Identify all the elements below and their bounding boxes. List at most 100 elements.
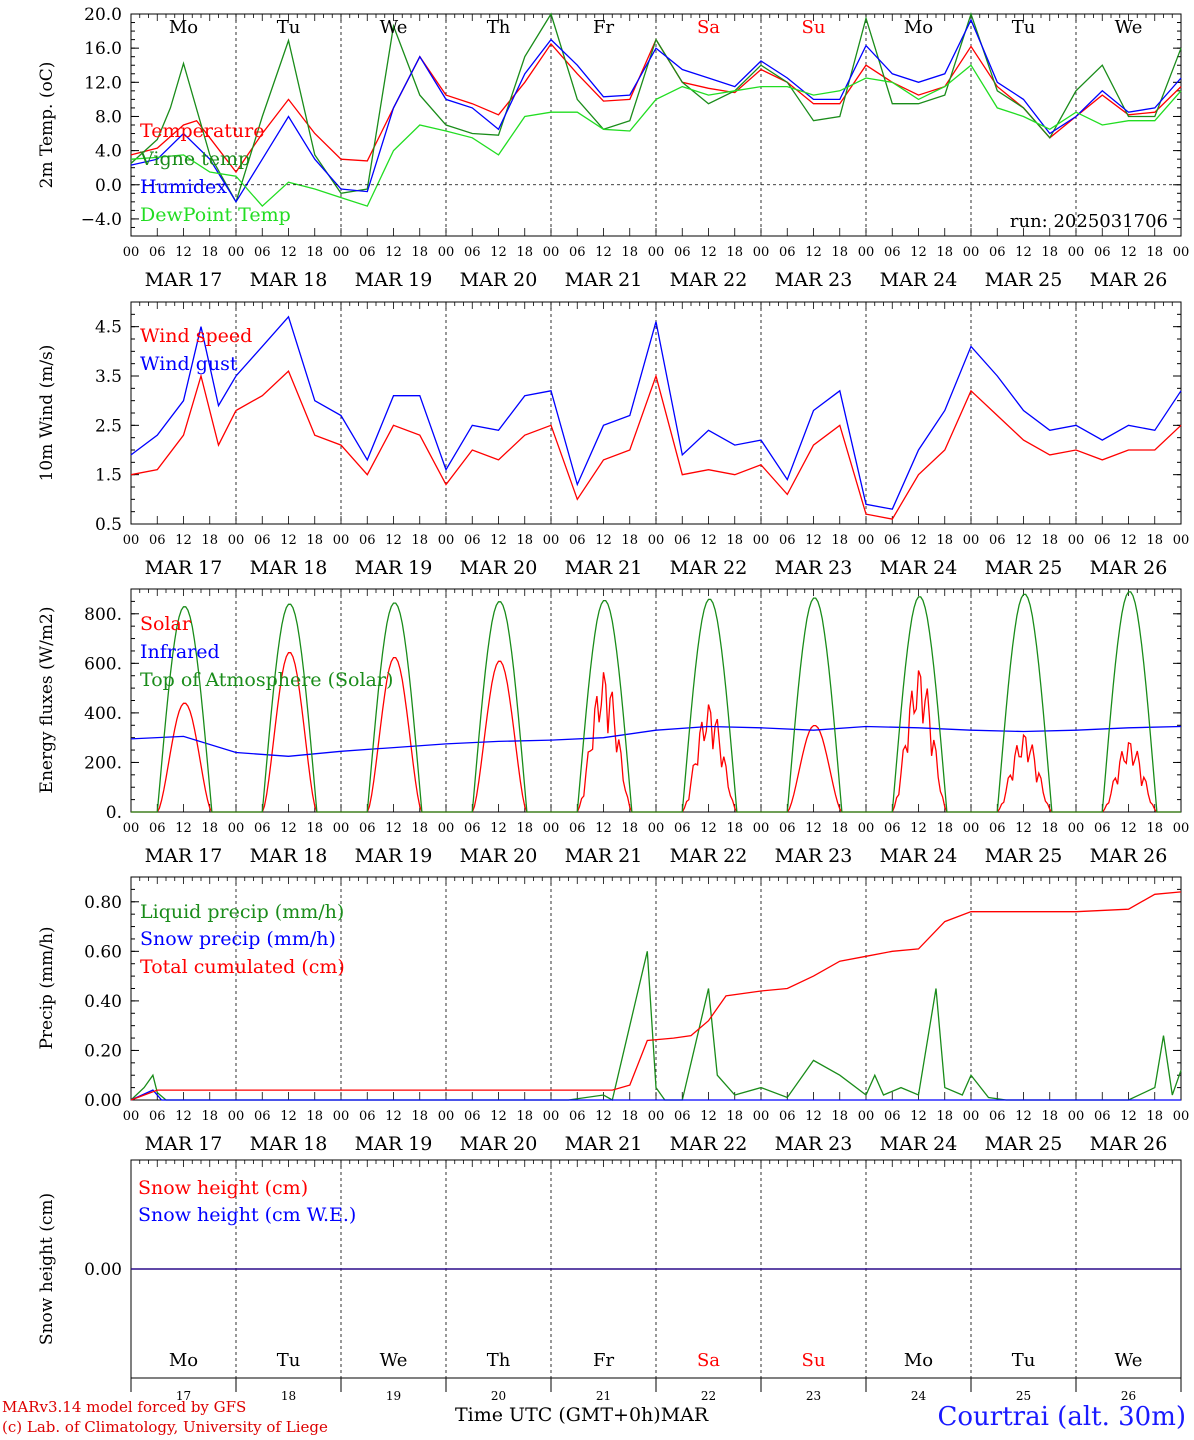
x-tick-label: 06 xyxy=(359,821,376,836)
plot-frame xyxy=(130,588,1182,813)
x-tick-label: 18 xyxy=(936,821,953,836)
panel-wind xyxy=(130,301,1182,525)
x-tick-label: 06 xyxy=(359,1109,376,1124)
x-tick-label: 12 xyxy=(1120,821,1137,836)
x-tick-label: 18 xyxy=(726,821,743,836)
x-tick-label: 18 xyxy=(306,245,323,260)
x-tick-label: 06 xyxy=(884,821,901,836)
y-tick-label: 400. xyxy=(84,704,122,724)
x-tick-label: 18 xyxy=(306,1109,323,1124)
x-tick-label: 18 xyxy=(201,245,218,260)
date-label: MAR 25 xyxy=(985,1133,1063,1155)
x-tick-label: 00 xyxy=(333,245,350,260)
day-abbr-bottom: We xyxy=(1115,1350,1143,1371)
y-tick-label: 2.5 xyxy=(95,416,122,436)
x-tick-label: 12 xyxy=(280,533,297,548)
x-tick-label: 06 xyxy=(149,533,166,548)
day-abbr-top: Tu xyxy=(1012,17,1036,38)
day-abbr-top: Tu xyxy=(277,17,301,38)
day-number: 17 xyxy=(176,1389,191,1403)
series-infrared xyxy=(130,725,1182,757)
date-label: MAR 19 xyxy=(355,1133,433,1155)
x-tick-label: 12 xyxy=(700,1109,717,1124)
x-tick-label: 00 xyxy=(858,1109,875,1124)
day-abbr-top: Th xyxy=(487,17,511,38)
x-tick-label: 00 xyxy=(543,533,560,548)
date-label: MAR 20 xyxy=(460,269,538,291)
y-tick-label: 0.00 xyxy=(84,1091,122,1111)
y-tick-label: 0.80 xyxy=(84,893,122,913)
x-tick-label: 06 xyxy=(884,245,901,260)
day-abbr-top: Su xyxy=(802,17,826,38)
legend-label: Infrared xyxy=(140,641,220,663)
legend-label: Vigne temp xyxy=(139,148,250,170)
legend-label: Wind speed xyxy=(140,325,252,347)
x-tick-label: 00 xyxy=(228,821,245,836)
x-tick-label: 12 xyxy=(910,245,927,260)
day-number: 20 xyxy=(491,1389,506,1403)
panel-fluxes xyxy=(130,588,1182,813)
panel-snow xyxy=(130,1159,1182,1392)
date-label: MAR 23 xyxy=(775,269,853,291)
x-tick-label: 00 xyxy=(648,1109,665,1124)
x-tick-label: 00 xyxy=(438,1109,455,1124)
x-tick-label: 00 xyxy=(1173,533,1190,548)
date-label: MAR 19 xyxy=(355,845,433,867)
x-tick-label: 18 xyxy=(516,245,533,260)
x-tick-label: 06 xyxy=(569,533,586,548)
x-tick-label: 12 xyxy=(595,1109,612,1124)
series-vigne-temp xyxy=(130,11,1182,204)
x-tick-label: 18 xyxy=(936,245,953,260)
x-tick-label: 06 xyxy=(989,821,1006,836)
x-tick-label: 06 xyxy=(569,1109,586,1124)
x-tick-label: 00 xyxy=(963,1109,980,1124)
x-tick-label: 12 xyxy=(490,821,507,836)
x-tick-label: 00 xyxy=(753,245,770,260)
day-abbr-bottom: Mo xyxy=(169,1350,198,1371)
date-label: MAR 18 xyxy=(250,269,328,291)
x-tick-label: 18 xyxy=(1146,533,1163,548)
x-tick-label: 06 xyxy=(1094,1109,1111,1124)
x-tick-label: 12 xyxy=(280,1109,297,1124)
y-axis-label: 10m Wind (m/s) xyxy=(37,345,57,482)
day-number: 23 xyxy=(806,1389,821,1403)
legend-label: Snow precip (mm/h) xyxy=(140,928,336,950)
x-tick-label: 00 xyxy=(1068,533,1085,548)
day-abbr-bottom: Fr xyxy=(593,1350,614,1371)
month-label: MAR xyxy=(660,1404,709,1426)
x-tick-label: 00 xyxy=(1173,245,1190,260)
day-abbr-top: We xyxy=(1115,17,1143,38)
x-tick-label: 18 xyxy=(306,533,323,548)
x-tick-label: 06 xyxy=(779,533,796,548)
day-number: 22 xyxy=(701,1389,716,1403)
date-label: MAR 25 xyxy=(985,269,1063,291)
legend-label: Top of Atmosphere (Solar) xyxy=(140,669,393,691)
legend-label: Temperature xyxy=(140,120,264,142)
date-label: MAR 25 xyxy=(985,557,1063,579)
x-tick-label: 06 xyxy=(779,821,796,836)
x-tick-label: 00 xyxy=(1173,1109,1190,1124)
x-tick-label: 00 xyxy=(123,245,140,260)
x-tick-label: 00 xyxy=(648,821,665,836)
x-tick-label: 12 xyxy=(490,1109,507,1124)
x-tick-label: 06 xyxy=(989,533,1006,548)
x-tick-label: 18 xyxy=(621,533,638,548)
x-tick-label: 06 xyxy=(674,533,691,548)
date-label: MAR 24 xyxy=(880,557,958,579)
x-tick-label: 12 xyxy=(385,1109,402,1124)
x-axis-title: Time UTC (GMT+0h)MAR xyxy=(455,1404,708,1426)
series-wind-gust xyxy=(130,315,1182,510)
x-tick-label: 06 xyxy=(884,533,901,548)
x-tick-label: 12 xyxy=(175,533,192,548)
x-tick-label: 00 xyxy=(753,1109,770,1124)
x-tick-label: 00 xyxy=(648,245,665,260)
y-tick-label: 600. xyxy=(84,654,122,674)
day-abbr-top: Mo xyxy=(169,17,198,38)
x-tick-label: 00 xyxy=(333,821,350,836)
x-tick-label: 12 xyxy=(700,245,717,260)
date-label: MAR 20 xyxy=(460,557,538,579)
date-label: MAR 17 xyxy=(145,269,223,291)
x-tick-label: 06 xyxy=(359,245,376,260)
date-label: MAR 22 xyxy=(670,1133,748,1155)
